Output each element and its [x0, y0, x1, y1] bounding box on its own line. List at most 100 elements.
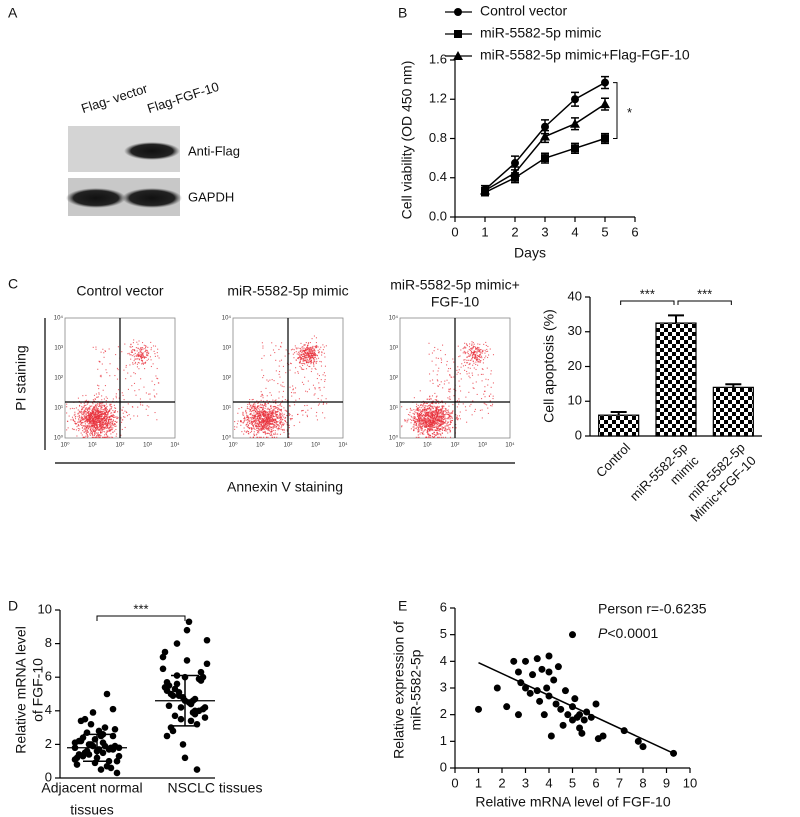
flow-dot	[442, 345, 443, 346]
flow-dot	[324, 356, 325, 357]
flow-dot	[269, 424, 270, 425]
flow-dot	[94, 432, 95, 433]
flow-dot	[310, 357, 311, 358]
flow-dot	[322, 412, 323, 413]
flow-dot	[316, 345, 317, 346]
flow-tick: 10⁰	[60, 442, 70, 449]
flow-dot	[275, 425, 276, 426]
point	[515, 669, 522, 676]
flow-dot	[277, 428, 278, 429]
flow-dot	[445, 403, 446, 404]
flow-dot	[420, 390, 421, 391]
flow-dot	[99, 411, 100, 412]
flow-dot	[466, 362, 467, 363]
flow-dot	[449, 398, 450, 399]
flow-dot	[429, 437, 430, 438]
flow-dot	[420, 404, 421, 405]
dot	[102, 743, 109, 750]
flow-dot	[467, 352, 468, 353]
flow-dot	[470, 404, 471, 405]
flow-dot	[107, 425, 108, 426]
flow-dot	[411, 428, 412, 429]
flow-dot	[433, 370, 434, 371]
flow-dot	[491, 387, 492, 388]
flow-dot	[433, 411, 434, 412]
flow-dot	[251, 411, 252, 412]
flow-dot	[428, 423, 429, 424]
flow-dot	[434, 410, 435, 411]
flow-dot	[446, 418, 447, 419]
flow-dot	[113, 420, 114, 421]
flow-dot	[131, 385, 132, 386]
flow-dot	[453, 395, 454, 396]
flow-dot	[267, 425, 268, 426]
flow-dot	[114, 431, 115, 432]
flow-dot	[468, 392, 469, 393]
flow-dot	[113, 414, 114, 415]
flow-dot	[294, 425, 295, 426]
point	[522, 658, 529, 665]
flow-title: FGF-10	[431, 294, 479, 310]
flow-dot	[238, 408, 239, 409]
flow-dot	[140, 352, 141, 353]
flow-dot	[245, 411, 246, 412]
flow-dot	[261, 391, 262, 392]
flow-dot	[428, 413, 429, 414]
flow-dot	[99, 361, 100, 362]
flow-dot	[243, 418, 244, 419]
flow-dot	[300, 361, 301, 362]
flow-dot	[253, 413, 254, 414]
flow-dot	[268, 430, 269, 431]
flow-dot	[111, 404, 112, 405]
flow-dot	[76, 407, 77, 408]
dot	[174, 681, 181, 688]
flow-dot	[91, 405, 92, 406]
flow-dot	[305, 353, 306, 354]
flow-dot	[105, 407, 106, 408]
marker	[454, 8, 462, 16]
flow-dot	[469, 346, 470, 347]
flow-dot	[113, 424, 114, 425]
flow-dot	[106, 411, 107, 412]
flow-title: miR-5582-5p mimic	[227, 283, 348, 299]
flow-dot	[285, 399, 286, 400]
flow-dot	[410, 409, 411, 410]
flow-dot	[481, 398, 482, 399]
flow-dot	[109, 348, 110, 349]
flow-tick: 10²	[389, 376, 398, 382]
flow-dot	[121, 351, 122, 352]
flow-dot	[123, 407, 124, 408]
flow-dot	[488, 413, 489, 414]
flow-dot	[94, 409, 95, 410]
x-tick-label: 3	[541, 224, 548, 239]
flow-dot	[83, 425, 84, 426]
dot	[108, 765, 115, 772]
flow-dot	[151, 349, 152, 350]
flow-dot	[112, 427, 113, 428]
flow-dot	[139, 362, 140, 363]
flow-dot	[440, 350, 441, 351]
flow-dot	[276, 426, 277, 427]
flow-dot	[417, 413, 418, 414]
sig-bracket	[97, 616, 185, 621]
flow-dot	[116, 421, 117, 422]
flow-dot	[416, 421, 417, 422]
flow-dot	[424, 412, 425, 413]
flow-dot	[104, 415, 105, 416]
flow-dot	[262, 421, 263, 422]
flow-dot	[313, 354, 314, 355]
flow-dot	[282, 415, 283, 416]
flow-dot	[125, 427, 126, 428]
flow-dot	[271, 421, 272, 422]
flow-dot	[452, 358, 453, 359]
annotation: Person r=-0.6235	[598, 601, 707, 617]
flow-dot	[263, 437, 264, 438]
flow-dot	[273, 424, 274, 425]
flow-dot	[274, 416, 275, 417]
flow-dot	[425, 420, 426, 421]
flow-dot	[441, 406, 442, 407]
flow-dot	[301, 350, 302, 351]
flow-dot	[259, 409, 260, 410]
blot-band	[66, 188, 126, 208]
flow-tick: 10²	[451, 443, 460, 449]
